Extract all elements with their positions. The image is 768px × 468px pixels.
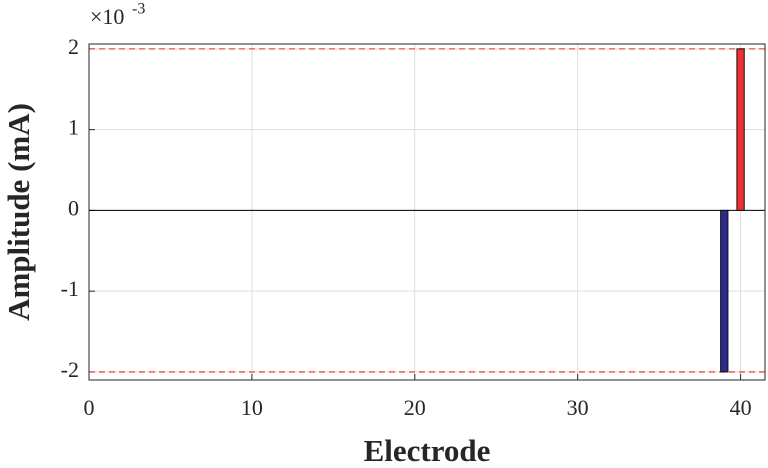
x-tick-label: 40 [730, 395, 752, 420]
y-multiplier-exponent: -3 [132, 1, 145, 18]
y-axis-label: Amplitude (mA) [1, 103, 36, 321]
axes-box [88, 43, 766, 381]
y-multiplier-base: ×10 [90, 4, 124, 29]
plot-area [89, 44, 765, 380]
x-tick-label: 0 [84, 395, 95, 420]
y-tick-label: 2 [68, 34, 79, 59]
y-tick-label: -1 [61, 276, 79, 301]
bar [736, 48, 745, 211]
bar [720, 209, 729, 373]
y-tick-label: 1 [68, 115, 79, 140]
y-tick-label: -2 [61, 357, 79, 382]
y-tick-label: 0 [68, 195, 79, 220]
x-tick-label: 10 [241, 395, 263, 420]
x-axis-label: Electrode [364, 433, 491, 468]
x-tick-label: 20 [404, 395, 426, 420]
x-tick-label: 30 [567, 395, 589, 420]
